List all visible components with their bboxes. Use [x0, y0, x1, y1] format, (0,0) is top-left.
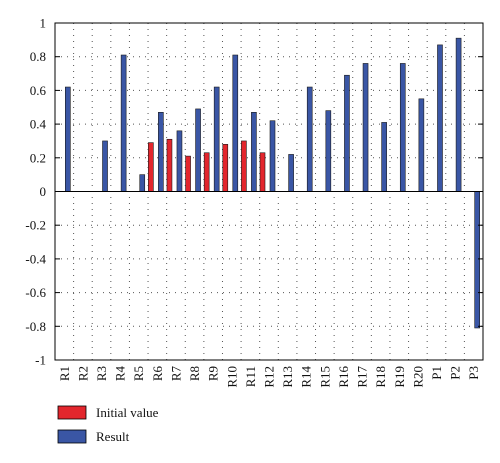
x-tick-label: R7 — [168, 366, 183, 382]
legend-label-initial-value: Initial value — [96, 405, 159, 420]
x-tick-label: R1 — [57, 366, 72, 381]
x-tick-label: R3 — [94, 366, 109, 381]
x-tick-label: R19 — [392, 366, 407, 388]
bar-initial-value-r7 — [166, 138, 173, 192]
bar-result-r14 — [306, 86, 313, 192]
y-axis-ticks: 1 0.8 0.6 0.4 0.2 0 -0.2 -0.4 -0.6 -0.8 -1 — [25, 16, 483, 368]
bar-result-p2 — [455, 37, 462, 192]
bar-result-r15 — [325, 110, 332, 192]
bar-result-r20 — [418, 98, 425, 192]
bar-initial-value-r9 — [203, 152, 210, 192]
y-tick-label: 0.2 — [30, 150, 46, 165]
bar-result-r19 — [399, 63, 406, 192]
bar-result-r5 — [139, 174, 146, 192]
bar-result-r4 — [120, 54, 127, 192]
bar-result-r16 — [344, 74, 350, 192]
x-tick-label: R15 — [317, 366, 332, 388]
bar-initial-value-r8 — [185, 155, 191, 192]
bar-result-r17 — [362, 63, 369, 192]
bar-result-r11 — [251, 112, 257, 192]
x-tick-label: R12 — [262, 366, 277, 388]
bar-result-r8 — [195, 108, 201, 192]
bar-result-r13 — [288, 154, 294, 192]
y-tick-label: 0.4 — [30, 117, 47, 132]
y-tick-label: -0.6 — [25, 285, 46, 300]
bar-initial-value-r10 — [222, 144, 229, 192]
x-tick-label: R2 — [75, 366, 90, 381]
bar-initial-value-r12 — [259, 152, 266, 192]
x-tick-label: P1 — [429, 366, 444, 380]
bar-result-r10 — [232, 54, 239, 192]
y-tick-label: -1 — [35, 353, 46, 368]
y-tick-label: -0.2 — [25, 218, 46, 233]
x-tick-label: R13 — [280, 366, 295, 388]
legend-swatch-result — [57, 429, 87, 444]
x-tick-label: P3 — [466, 366, 481, 380]
bar-result-r12 — [269, 120, 276, 192]
bar-result-r3 — [102, 140, 108, 192]
x-tick-label: R14 — [299, 366, 314, 388]
y-tick-label: 0.8 — [30, 49, 46, 64]
legend-label-result: Result — [96, 429, 130, 444]
x-tick-label: R20 — [410, 366, 425, 388]
x-tick-label: R6 — [150, 366, 165, 382]
bar-initial-value-r11 — [241, 140, 247, 192]
legend: Initial value Result — [57, 405, 159, 444]
legend-swatch-initial-value — [57, 405, 87, 420]
bar-initial-value-r6 — [148, 142, 154, 192]
x-tick-label: R11 — [243, 366, 258, 387]
x-tick-label: P2 — [448, 366, 463, 380]
bar-result-r7 — [176, 130, 183, 192]
x-axis-ticks: R1 R2 R3 R4 R5 R6 R7 R8 R9 R10 R11 R12 R13 R14 R15 R16 R… — [57, 366, 481, 388]
bar-result-r6 — [158, 112, 164, 192]
y-tick-label: -0.4 — [25, 251, 46, 266]
y-tick-label: -0.8 — [25, 319, 46, 334]
x-tick-label: R18 — [373, 366, 388, 388]
x-tick-label: R10 — [224, 366, 239, 388]
bar-result-p3 — [474, 191, 480, 329]
x-tick-label: R9 — [206, 366, 221, 381]
x-tick-label: R5 — [131, 366, 146, 381]
y-tick-label: 1 — [40, 16, 47, 31]
x-tick-label: R4 — [113, 366, 128, 382]
x-tick-label: R17 — [355, 366, 370, 388]
x-tick-label: R16 — [336, 366, 351, 388]
bar-result-p1 — [437, 44, 443, 192]
bar-result-r9 — [213, 86, 220, 192]
x-tick-label: R8 — [187, 366, 202, 381]
bars — [65, 37, 480, 329]
y-tick-label: 0.6 — [30, 83, 47, 98]
bar-result-r1 — [65, 86, 71, 192]
y-tick-label: 0 — [40, 184, 47, 199]
bar-result-r18 — [381, 122, 387, 192]
